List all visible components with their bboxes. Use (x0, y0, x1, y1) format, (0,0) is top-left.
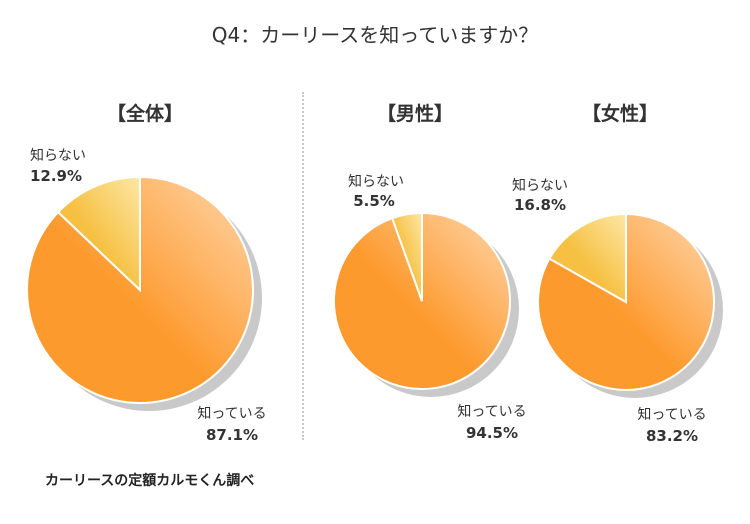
chart-title-1: 【男性】 (377, 102, 453, 125)
slice-label-known-0: 知っている (197, 405, 266, 422)
slice-value-unknown-2: 16.8% (514, 196, 566, 214)
slice-value-known-2: 83.2% (646, 427, 698, 445)
pie-slice-unknown-2 (548, 212, 627, 304)
pie-slice-known-2 (537, 212, 715, 391)
source-note: カーリースの定額カルモくん調べ (45, 473, 255, 489)
slice-value-known-1: 94.5% (466, 424, 518, 442)
chart-title-2: 【女性】 (582, 102, 658, 125)
slice-label-unknown-2: 知らない (512, 177, 568, 194)
chart-divider (302, 92, 304, 440)
slice-label-unknown-0: 知らない (30, 147, 86, 164)
slice-label-known-1: 知っている (457, 403, 526, 420)
chart-title-0: 【全体】 (107, 102, 183, 125)
slice-label-known-2: 知っている (637, 406, 706, 423)
slice-value-unknown-1: 5.5% (353, 192, 395, 210)
figure-title: Q4：カーリースを知っていますか？ (212, 23, 538, 47)
pie-slice-unknown-0 (56, 175, 141, 293)
slice-value-known-0: 87.1% (206, 426, 258, 444)
slice-label-unknown-1: 知らない (348, 173, 404, 190)
pie-slice-unknown-1 (390, 211, 423, 302)
slice-value-unknown-0: 12.9% (30, 167, 82, 185)
